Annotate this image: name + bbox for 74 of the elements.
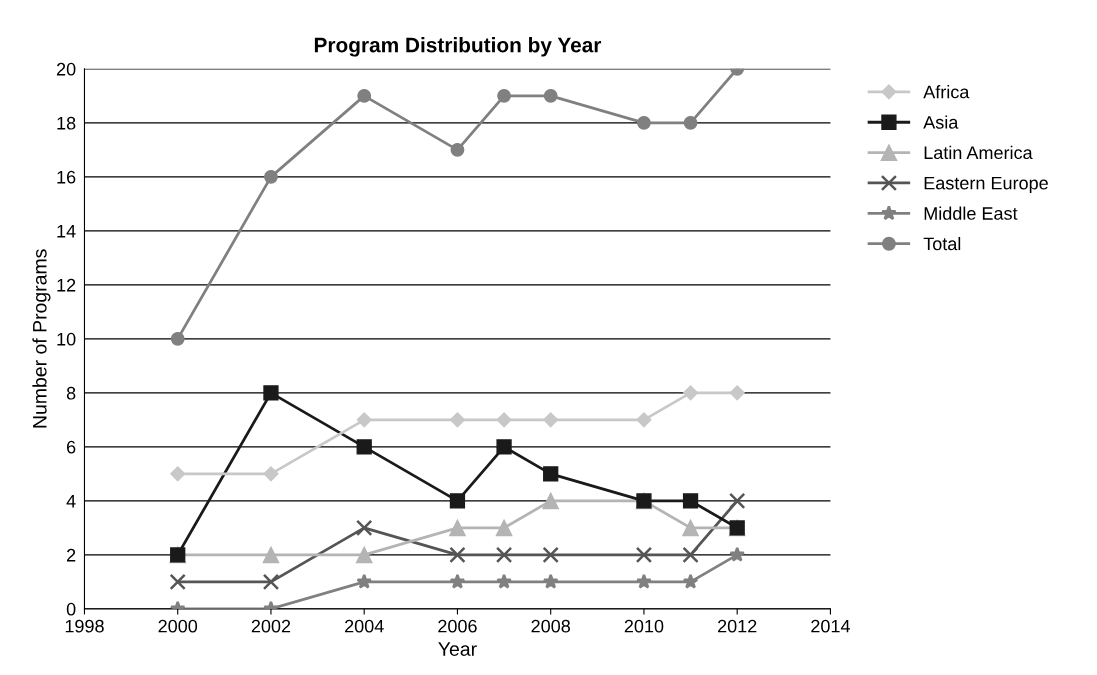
point <box>497 88 512 103</box>
point <box>357 88 372 103</box>
point <box>449 546 466 564</box>
point <box>635 546 653 564</box>
legend-label: Middle East <box>924 206 1018 220</box>
legend-label: Eastern Europe <box>924 176 1048 194</box>
point <box>356 439 372 455</box>
point <box>356 573 373 589</box>
point <box>170 331 185 346</box>
x-tick-label: 2006 <box>438 619 477 633</box>
point <box>682 573 699 589</box>
point <box>495 546 513 564</box>
point <box>450 142 465 157</box>
point <box>728 492 746 510</box>
point <box>495 519 513 537</box>
legend-label: Africa <box>923 85 970 99</box>
point <box>449 519 466 537</box>
legend-label: Total <box>923 236 961 251</box>
point <box>729 385 745 401</box>
point <box>636 115 651 130</box>
legend-label: Asia <box>923 115 959 129</box>
point <box>263 385 279 401</box>
y-tick-label: 0 <box>66 602 76 616</box>
x-tick-label: 2010 <box>624 619 664 633</box>
point <box>542 546 559 564</box>
y-tick-label: 4 <box>66 494 76 508</box>
point <box>543 412 559 428</box>
x-tick-label: 2008 <box>531 619 570 633</box>
point <box>683 115 698 130</box>
point <box>449 493 466 509</box>
x-tick-label: 2014 <box>811 619 850 633</box>
x-tick-label: 2000 <box>158 619 198 633</box>
y-tick-label: 14 <box>57 224 76 238</box>
y-tick-label: 6 <box>67 440 76 454</box>
y-tick-label: 8 <box>66 386 76 400</box>
point <box>262 546 280 564</box>
point <box>682 546 699 564</box>
x-tick-label: 2002 <box>251 619 291 633</box>
point <box>682 519 699 537</box>
point <box>355 546 373 564</box>
point <box>264 169 278 184</box>
point <box>449 412 466 428</box>
y-tick-label: 2 <box>67 548 76 562</box>
point <box>496 412 512 428</box>
point <box>262 573 280 591</box>
y-tick-label: 18 <box>57 116 76 130</box>
x-tick-label: 1998 <box>65 619 104 633</box>
point <box>356 412 372 428</box>
point <box>542 573 559 589</box>
point <box>636 412 652 428</box>
x-tick-label: 2012 <box>718 619 757 633</box>
point <box>636 573 652 589</box>
point <box>682 493 699 509</box>
point <box>543 88 558 103</box>
y-axis-title: Number of Programs <box>32 249 51 428</box>
y-tick-label: 12 <box>57 278 76 292</box>
y-tick-label: 20 <box>56 62 76 76</box>
point <box>496 439 512 455</box>
point <box>542 492 560 510</box>
x-tick-label: 2004 <box>345 619 384 633</box>
point <box>682 385 699 401</box>
chart-title: Program Distribution by Year <box>314 37 602 57</box>
point <box>496 573 512 589</box>
y-tick-label: 16 <box>57 170 76 184</box>
x-axis-title: Year <box>438 642 477 656</box>
point <box>729 546 746 562</box>
point <box>170 466 186 482</box>
point <box>356 519 373 537</box>
point <box>169 573 186 591</box>
point <box>449 573 466 589</box>
y-tick-label: 10 <box>57 332 76 346</box>
point <box>263 466 279 482</box>
legend-label: Latin America <box>924 145 1033 160</box>
point <box>543 466 559 482</box>
